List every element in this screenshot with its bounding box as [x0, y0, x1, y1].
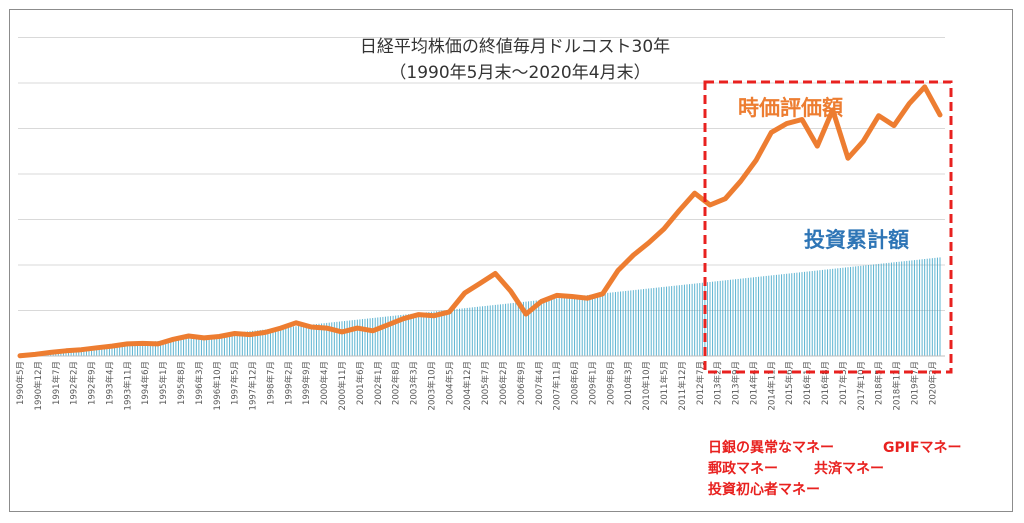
x-tick-label: 2016年1月	[802, 361, 813, 405]
bar-annotation: 投資累計額	[804, 228, 909, 252]
investment-bars	[19, 257, 941, 356]
note-postal: 郵政マネー	[708, 461, 778, 477]
line-annotation: 時価評価額	[738, 96, 843, 120]
market-value-line	[17, 84, 943, 359]
x-tick-label: 2016年8月	[820, 361, 831, 405]
x-tick-label: 2007年11月	[552, 361, 563, 410]
x-tick-label: 1990年5月	[15, 361, 26, 405]
x-tick-label: 2003年10月	[426, 361, 437, 410]
x-tick-label: 2017年10月	[856, 361, 867, 410]
x-tick-label: 2009年8月	[605, 361, 616, 405]
x-tick-label: 2006年2月	[498, 361, 509, 405]
x-tick-label: 2011年12月	[677, 361, 688, 410]
x-tick-label: 2010年3月	[623, 361, 634, 405]
x-tick-label: 2014年4月	[748, 361, 759, 405]
x-tick-label: 1999年2月	[283, 361, 294, 405]
note-beginners: 投資初心者マネー	[708, 482, 820, 498]
gridlines	[18, 37, 945, 357]
x-tick-label: 2019年7月	[909, 361, 920, 405]
x-tick-label: 1996年3月	[194, 361, 205, 405]
x-tick-label: 2008年6月	[570, 361, 581, 405]
x-tick-label: 2000年4月	[319, 361, 330, 405]
x-tick-label: 2012年7月	[695, 361, 706, 405]
x-tick-label: 2013年2月	[713, 361, 724, 405]
x-tick-label: 1996年10月	[212, 361, 223, 410]
x-tick-label: 2018年12月	[892, 361, 903, 410]
note-boj: 日銀の異常なマネー	[708, 440, 834, 456]
x-tick-label: 2003年3月	[409, 361, 420, 405]
x-tick-label: 1992年2月	[69, 361, 80, 405]
x-tick-label: 1998年7月	[265, 361, 276, 405]
x-tick-label: 1992年9月	[87, 361, 98, 405]
x-tick-label: 2000年11月	[337, 361, 348, 410]
x-tick-label: 1999年9月	[301, 361, 312, 405]
x-tick-labels: 1990年5月 1990年12月 1991年7月 1992年2月 1992年9月 1993…	[15, 361, 938, 410]
chart-title: 日経平均株価の終値毎月ドルコスト30年	[360, 37, 670, 57]
x-tick-label: 2017年3月	[838, 361, 849, 405]
x-tick-label: 2013年9月	[731, 361, 742, 405]
x-tick-label: 2018年5月	[874, 361, 885, 405]
x-tick-label: 2009年1月	[587, 361, 598, 405]
highlight-box	[703, 80, 953, 374]
x-tick-label: 1993年11月	[122, 361, 133, 410]
x-tick-label: 2014年11月	[766, 361, 777, 410]
x-tick-label: 2001年6月	[355, 361, 366, 405]
x-tick-label: 2004年5月	[444, 361, 455, 405]
x-tick-label: 2002年1月	[373, 361, 384, 405]
note-mutual-aid: 共済マネー	[814, 461, 884, 477]
chart-frame	[9, 9, 1013, 512]
x-tick-label: 2010年10月	[641, 361, 652, 410]
x-tick-label: 1993年4月	[104, 361, 115, 405]
x-tick-label: 1991年7月	[51, 361, 62, 405]
note-gpif: GPIFマネー	[883, 440, 962, 456]
x-tick-label: 1995年1月	[158, 361, 169, 405]
x-tick-label: 2011年5月	[659, 361, 670, 405]
x-tick-label: 2006年9月	[516, 361, 527, 405]
x-tick-label: 2015年6月	[784, 361, 795, 405]
x-tick-label: 1990年12月	[33, 361, 44, 410]
chart-subtitle: （1990年5月末～2020年4月末）	[389, 63, 650, 83]
x-tick-label: 2007年4月	[534, 361, 545, 405]
x-tick-label: 2005年7月	[480, 361, 491, 405]
x-tick-label: 1995年8月	[176, 361, 187, 405]
x-tick-label: 1994年6月	[140, 361, 151, 405]
x-tick-label: 1997年5月	[230, 361, 241, 405]
x-tick-label: 1997年12月	[248, 361, 259, 410]
x-tick-label: 2004年12月	[462, 361, 473, 410]
x-tick-label: 2020年2月	[927, 361, 938, 405]
x-tick-label: 2002年8月	[391, 361, 402, 405]
